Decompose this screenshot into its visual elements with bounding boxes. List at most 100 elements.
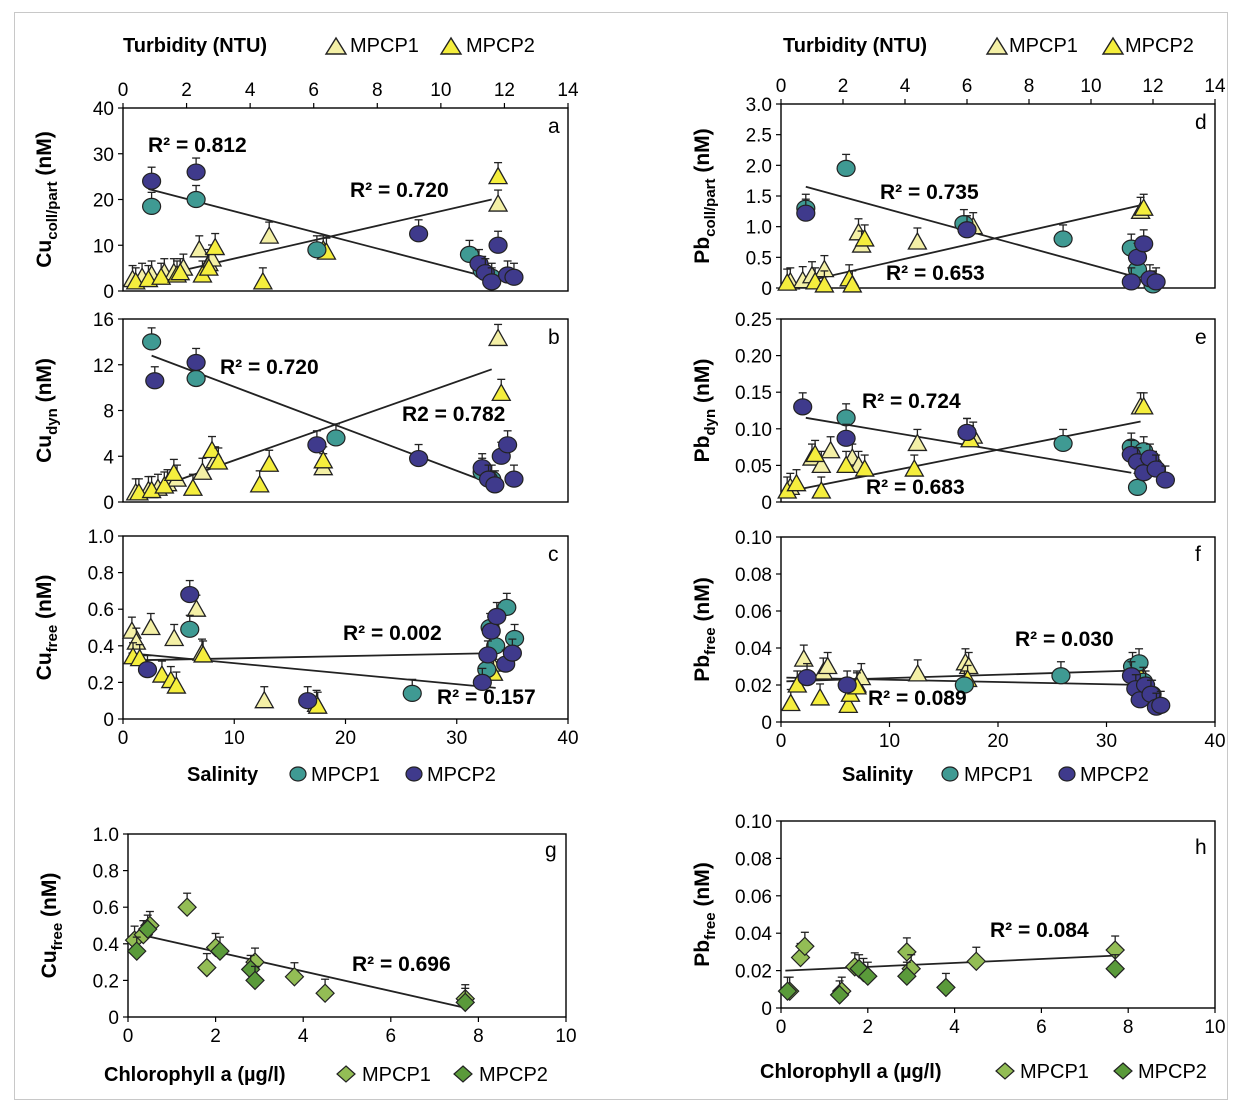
- r-squared-label: R² = 0.653: [886, 262, 985, 285]
- x-tick-label: 8: [372, 80, 383, 101]
- data-point-circle: [1051, 667, 1071, 685]
- regression-line: [132, 931, 466, 1009]
- data-point-circle: [504, 470, 524, 488]
- y-tick-label: 0.4: [93, 935, 120, 956]
- x-tick-label: 10: [224, 728, 245, 749]
- y-tick-label: 1.0: [746, 218, 772, 239]
- y-tick-label: 0.8: [93, 862, 119, 883]
- y-tick-label: 0.20: [735, 347, 772, 368]
- legend-title: Salinity: [842, 764, 914, 786]
- y-tick-label: 0.04: [735, 639, 772, 660]
- x-tick-label: 2: [181, 80, 192, 101]
- x-tick-label: 0: [776, 731, 787, 752]
- y-axis-label: Cudyn (nM): [33, 358, 61, 463]
- y-tick-label: 0.10: [735, 812, 772, 833]
- y-axis-label: Pbfree (nM): [691, 577, 719, 682]
- x-tick-label: 6: [386, 1026, 397, 1047]
- legend-marker-circle-mpcp2: [1058, 766, 1076, 782]
- data-point-circle: [142, 333, 162, 351]
- data-point-circle: [409, 225, 429, 243]
- data-point-circle: [142, 197, 162, 215]
- legend-label-mpcp2: MPCP2: [466, 35, 535, 57]
- legend-label-mpcp1: MPCP1: [1020, 1061, 1089, 1083]
- data-point-triangle: [907, 663, 928, 682]
- x-tick-label: 8: [1123, 1017, 1134, 1038]
- legend-title: Chlorophyll a (µg/l): [104, 1064, 286, 1086]
- legend-marker-diamond-mpcp1: [336, 1065, 356, 1083]
- r-squared-label: R² = 0.030: [1015, 628, 1114, 651]
- data-point-circle: [487, 607, 507, 626]
- data-point-diamond: [829, 985, 850, 1005]
- data-point-circle: [1053, 434, 1073, 453]
- y-tick-label: 12: [93, 356, 114, 377]
- r-squared-label: R² = 0.812: [148, 134, 247, 157]
- panel-letter: b: [548, 326, 560, 349]
- x-tick-label: 10: [1204, 1017, 1225, 1038]
- r-squared-label: R² = 0.735: [880, 181, 979, 204]
- data-point-triangle: [854, 458, 875, 477]
- legend-chlorophyll-right: Chlorophyll a (µg/l) MPCP1 MPCP2: [760, 1061, 1207, 1083]
- legend-marker-circle-mpcp1: [289, 766, 307, 782]
- data-point-circle: [837, 676, 857, 694]
- y-tick-label: 0.06: [735, 602, 772, 623]
- y-tick-label: 30: [93, 145, 114, 166]
- data-point-circle: [326, 429, 346, 447]
- data-point-triangle: [487, 193, 509, 212]
- data-point-diamond: [126, 941, 147, 961]
- data-point-triangle: [854, 228, 875, 247]
- data-point-circle: [504, 268, 524, 286]
- data-point-triangle: [777, 272, 798, 291]
- data-point-triangle: [166, 675, 187, 694]
- legend-marker-triangle-mpcp2: [439, 36, 463, 55]
- y-tick-label: 0.6: [93, 898, 119, 919]
- data-point-triangle: [811, 480, 832, 499]
- y-tick-label: 0.5: [746, 248, 772, 269]
- y-tick-label: 0.25: [735, 310, 772, 331]
- data-point-diamond: [284, 966, 305, 987]
- y-tick-label: 16: [93, 310, 114, 331]
- data-point-circle: [472, 673, 492, 692]
- legend-title: Chlorophyll a (µg/l): [760, 1061, 942, 1083]
- data-point-triangle: [249, 474, 270, 493]
- y-axis-label: Pbcoll/part (nM): [691, 128, 719, 263]
- data-point-circle: [186, 190, 206, 209]
- legend-title: Turbidity (NTU): [123, 35, 267, 57]
- x-tick-label: 6: [308, 80, 319, 101]
- data-point-triangle: [205, 237, 226, 256]
- r-squared-label: R2 = 0.782: [402, 403, 505, 426]
- data-point-triangle: [164, 628, 185, 647]
- panel-c: 0 0.2 0.4 0.6 0.8 1.0 0 10 20 30 40 Cufree (nM) c R² …: [33, 527, 579, 749]
- data-point-triangle: [198, 257, 219, 276]
- data-point-diamond: [1105, 958, 1126, 979]
- data-point-circle: [1155, 471, 1176, 489]
- data-point-diamond: [196, 957, 217, 978]
- x-tick-label: 2: [863, 1017, 874, 1038]
- x-tick-label: 10: [879, 731, 900, 752]
- x-tick-label: 0: [776, 1017, 787, 1038]
- data-point-circle: [137, 660, 158, 679]
- data-point-triangle: [842, 274, 863, 293]
- y-tick-label: 0.10: [735, 420, 772, 441]
- data-point-triangle: [904, 458, 925, 477]
- x-tick-label: 2: [838, 76, 849, 97]
- data-point-circle: [298, 692, 318, 710]
- panel-letter: d: [1195, 111, 1207, 134]
- data-point-triangle: [835, 455, 857, 474]
- legend-label-mpcp1: MPCP1: [1009, 35, 1078, 57]
- data-point-triangle: [907, 231, 928, 250]
- y-axis-label: Pbfree (nM): [691, 862, 719, 967]
- legend-marker-diamond-mpcp2: [453, 1065, 473, 1083]
- x-tick-label: 6: [962, 76, 973, 97]
- data-point-triangle: [259, 225, 280, 244]
- x-tick-label: 4: [900, 76, 911, 97]
- data-point-triangle: [838, 695, 859, 713]
- plot-area: [780, 103, 1216, 289]
- data-point-triangle: [254, 690, 275, 709]
- data-point-triangle: [182, 477, 204, 496]
- data-point-triangle: [1133, 197, 1154, 216]
- y-tick-label: 0.02: [735, 962, 772, 983]
- r-squared-label: R² = 0.720: [220, 356, 319, 379]
- data-point-circle: [180, 585, 200, 604]
- legend-chlorophyll-left: Chlorophyll a (µg/l) MPCP1 MPCP2: [104, 1064, 548, 1086]
